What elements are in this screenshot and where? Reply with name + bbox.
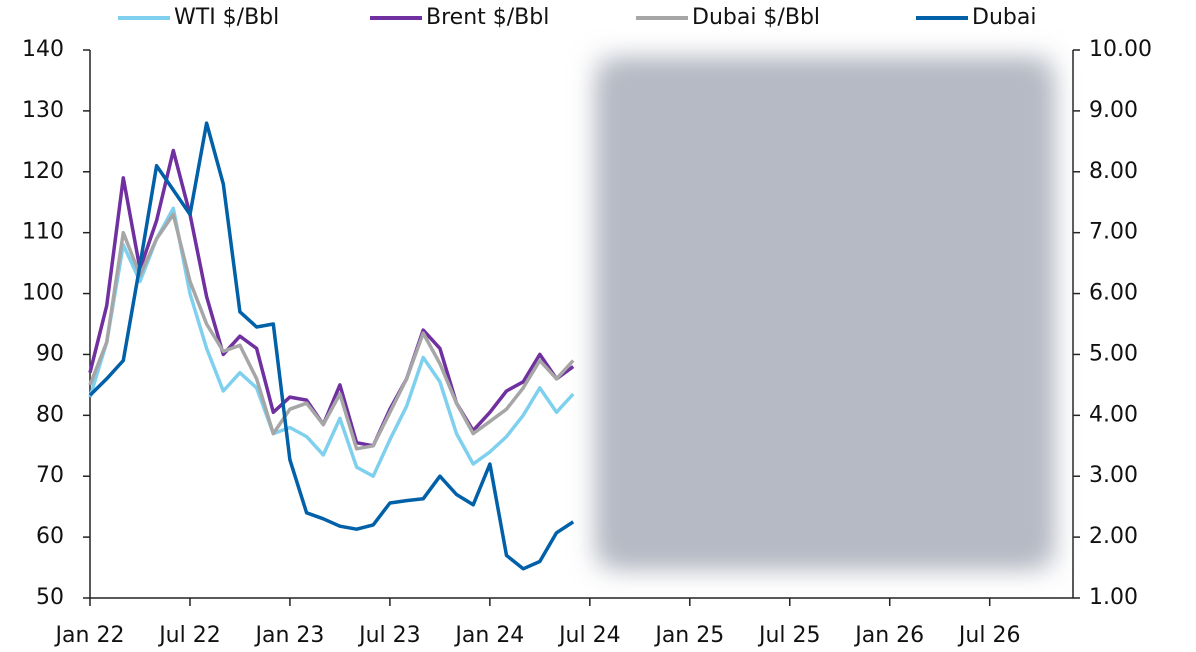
y-tick-label: 130 — [22, 98, 64, 123]
legend-label: Dubai $/Bbl — [692, 5, 820, 30]
y2-tick-label: 2.00 — [1089, 524, 1138, 549]
y-tick-label: 100 — [22, 281, 64, 306]
y-tick-label: 140 — [22, 37, 64, 62]
y-tick-label: 80 — [36, 402, 64, 427]
x-tick-label: Jul 23 — [357, 623, 421, 648]
x-tick-label: Jan 25 — [653, 623, 724, 648]
y-tick-label: 110 — [22, 220, 64, 245]
x-tick-label: Jan 24 — [453, 623, 524, 648]
y2-tick-label: 10.00 — [1089, 37, 1152, 62]
x-tick-label: Jul 24 — [557, 623, 621, 648]
x-tick-label: Jul 26 — [957, 623, 1021, 648]
y2-tick-label: 3.00 — [1089, 463, 1138, 488]
x-tick-label: Jan 26 — [853, 623, 924, 648]
series-line — [88, 206, 575, 478]
x-tick-label: Jan 22 — [54, 623, 125, 648]
y2-tick-label: 1.00 — [1089, 585, 1138, 610]
series-line — [88, 148, 575, 448]
y2-tick-label: 8.00 — [1089, 159, 1138, 184]
legend-label: Dubai — [972, 5, 1036, 30]
blur-overlay-core — [605, 70, 1045, 560]
y2-tick-label: 7.00 — [1089, 220, 1138, 245]
y-tick-label: 90 — [36, 341, 64, 366]
x-tick-label: Jul 22 — [157, 623, 221, 648]
y2-tick-label: 4.00 — [1089, 402, 1138, 427]
x-tick-label: Jan 23 — [253, 623, 324, 648]
y2-tick-label: 6.00 — [1089, 281, 1138, 306]
y-tick-label: 70 — [36, 463, 64, 488]
y-tick-label: 50 — [36, 585, 64, 610]
y-tick-label: 60 — [36, 524, 64, 549]
legend-label: Brent $/Bbl — [426, 5, 549, 30]
y2-tick-label: 5.00 — [1089, 341, 1138, 366]
legend-label: WTI $/Bbl — [174, 5, 279, 30]
series-line — [88, 121, 575, 571]
y2-tick-label: 9.00 — [1089, 98, 1138, 123]
x-tick-label: Jul 25 — [757, 623, 821, 648]
y-tick-label: 120 — [22, 159, 64, 184]
series-line — [88, 212, 575, 451]
